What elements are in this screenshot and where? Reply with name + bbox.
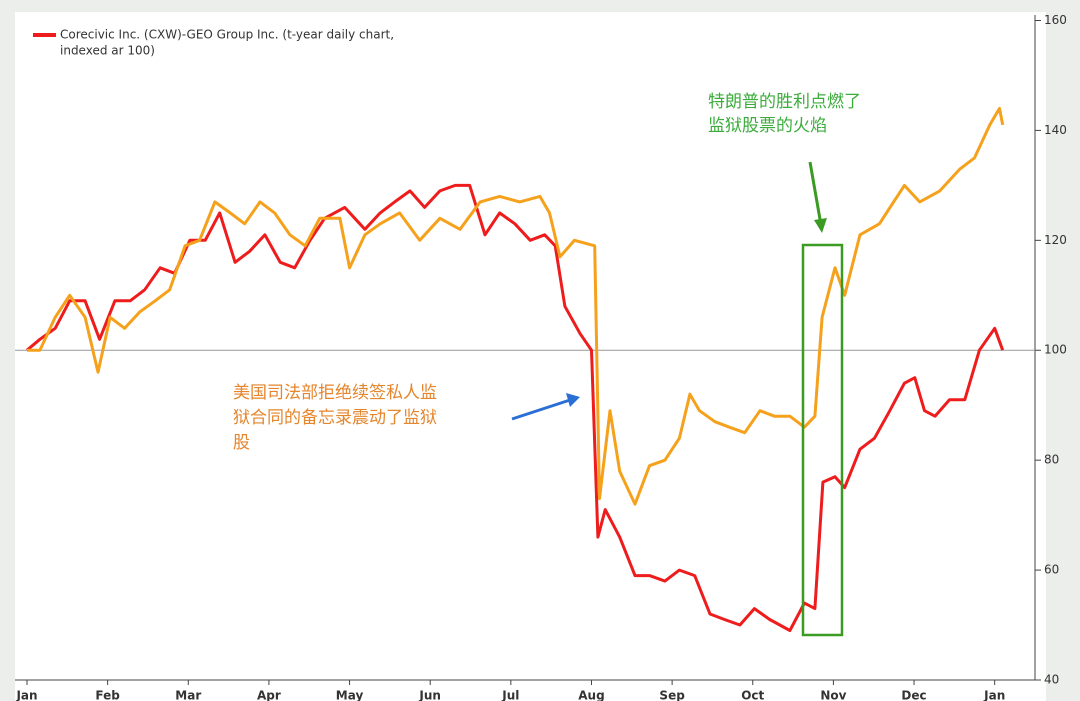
x-tick-label: Jan: [983, 689, 1005, 701]
annotation: 股: [233, 433, 250, 453]
x-tick-label: Feb: [95, 689, 120, 701]
x-tick-label: May: [336, 689, 364, 701]
y-tick-label: 160: [1044, 13, 1067, 27]
annotation: 监狱股票的火焰: [708, 116, 827, 136]
highlight-box: [801, 243, 844, 637]
x-tick-label: Sep: [659, 689, 685, 701]
x-tick-label: Oct: [741, 689, 764, 701]
legend-text: Corecivic Inc. (CXW)-GEO Group Inc. (t-y…: [60, 28, 394, 42]
legend-text: indexed ar 100): [60, 44, 155, 58]
x-tick-label: Nov: [820, 689, 846, 701]
annotation: 特朗普的胜利点燃了: [708, 92, 861, 112]
x-tick-label: Aug: [578, 689, 604, 701]
x-tick-label: Dec: [901, 689, 926, 701]
x-tick-label: Apr: [257, 689, 281, 701]
x-tick-label: Jan: [15, 689, 37, 701]
plot-background: [15, 12, 1046, 701]
arrow: [511, 398, 571, 421]
y-tick-label: 100: [1044, 343, 1067, 357]
arrow-head: [566, 393, 580, 407]
annotation: 狱合同的备忘录震动了监狱: [233, 408, 437, 428]
y-tick-label: 60: [1044, 563, 1059, 577]
arrow: [808, 161, 823, 226]
arrow-head: [814, 218, 827, 233]
y-tick-label: 40: [1044, 673, 1059, 687]
y-tick-label: 80: [1044, 453, 1059, 467]
annotation: 美国司法部拒绝续签私人监: [233, 383, 437, 403]
x-tick-label: Mar: [175, 689, 201, 701]
series-line: [27, 106, 1005, 506]
y-tick-label: 120: [1044, 233, 1067, 247]
legend-background: [30, 22, 470, 62]
x-tick-label: Jul: [501, 689, 519, 701]
y-tick-label: 140: [1044, 123, 1067, 137]
x-tick-label: Jun: [418, 689, 441, 701]
